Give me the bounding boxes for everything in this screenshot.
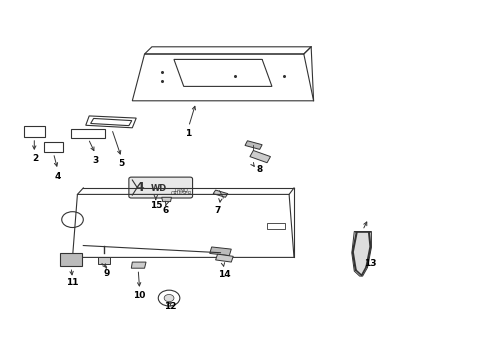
Text: 6: 6 (163, 206, 169, 215)
Text: 1: 1 (186, 129, 192, 138)
Polygon shape (352, 231, 371, 276)
Text: 12: 12 (164, 302, 177, 311)
Text: CRUISER: CRUISER (171, 191, 192, 196)
Text: LAND: LAND (174, 188, 188, 193)
Polygon shape (213, 190, 228, 197)
Text: 13: 13 (364, 259, 376, 268)
Text: 15: 15 (149, 201, 162, 210)
Text: 4: 4 (54, 172, 61, 181)
Text: 4: 4 (135, 181, 144, 194)
Polygon shape (245, 141, 262, 149)
FancyBboxPatch shape (129, 177, 193, 198)
Text: 8: 8 (257, 165, 263, 174)
Polygon shape (131, 262, 146, 268)
Polygon shape (162, 197, 172, 202)
Text: 11: 11 (66, 278, 79, 287)
Text: WD: WD (151, 184, 168, 193)
Text: 7: 7 (215, 206, 221, 215)
Polygon shape (216, 254, 233, 262)
Polygon shape (250, 150, 270, 163)
Polygon shape (60, 253, 82, 266)
Text: 5: 5 (119, 159, 124, 168)
Text: 14: 14 (218, 270, 231, 279)
Text: 3: 3 (93, 156, 98, 165)
Text: 10: 10 (133, 292, 146, 300)
Text: 2: 2 (32, 154, 38, 163)
Circle shape (164, 294, 174, 302)
Polygon shape (210, 247, 231, 256)
Text: 9: 9 (103, 269, 110, 278)
Polygon shape (98, 257, 110, 264)
